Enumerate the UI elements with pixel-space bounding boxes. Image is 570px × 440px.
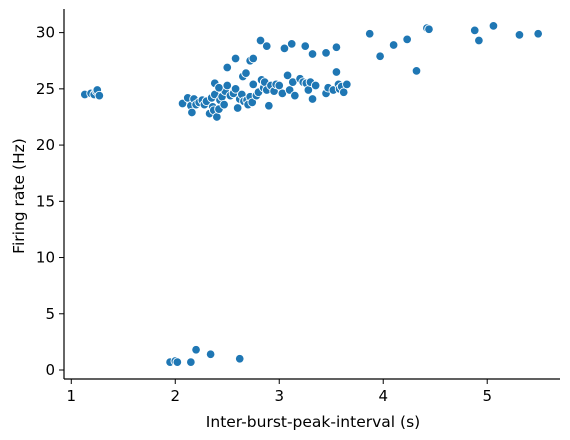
scatter-point	[212, 112, 222, 122]
scatter-point	[191, 345, 201, 355]
x-tick-label: 3	[274, 387, 284, 405]
scatter-point	[279, 43, 290, 54]
data-points	[80, 21, 543, 367]
scatter-point	[331, 67, 342, 77]
scatter-point	[222, 80, 233, 91]
scatter-point	[300, 41, 310, 51]
scatter-point	[262, 41, 272, 51]
y-tick-label: 20	[36, 136, 55, 154]
scatter-point	[248, 79, 258, 90]
y-axis-label: Firing rate (Hz)	[10, 138, 28, 254]
scatter-point	[214, 82, 224, 93]
scatter-point	[331, 42, 342, 52]
scatter-point	[321, 48, 331, 58]
scatter-point	[230, 53, 241, 64]
scatter-point	[222, 62, 233, 73]
scatter-point	[388, 40, 399, 50]
scatter-point	[94, 90, 105, 101]
y-tick-label: 30	[36, 24, 55, 42]
scatter-point	[514, 30, 525, 40]
scatter-point	[290, 90, 300, 101]
scatter-point	[402, 34, 412, 45]
scatter-point	[342, 79, 352, 90]
scatter-point	[411, 66, 422, 76]
y-tick-label: 25	[36, 80, 55, 98]
scatter-point	[375, 51, 385, 61]
scatter-point	[286, 39, 297, 49]
x-tick-label: 1	[67, 387, 77, 405]
scatter-point	[338, 87, 349, 97]
x-tick-label: 4	[378, 387, 388, 405]
scatter-point	[241, 68, 251, 78]
scatter-point	[248, 53, 258, 64]
scatter-point	[205, 349, 216, 360]
y-tick-label: 15	[36, 192, 55, 210]
scatter-point	[274, 80, 284, 91]
scatter-point	[247, 97, 257, 108]
scatter-point	[230, 84, 241, 94]
scatter-point	[488, 21, 499, 31]
scatter-point	[232, 103, 243, 113]
x-axis-ticks: 1 2 3 4 5	[67, 379, 492, 405]
y-tick-label: 0	[45, 361, 55, 379]
scatter-point	[219, 99, 229, 110]
scatter-point	[533, 28, 543, 39]
scatter-point	[282, 70, 293, 81]
scatter-point	[474, 35, 484, 46]
x-axis-label: Inter-burst-peak-interval (s)	[206, 413, 420, 431]
y-axis-ticks: 0 5 10 15 20 25 30	[36, 24, 64, 379]
scatter-point	[307, 94, 318, 104]
scatter-point	[424, 24, 434, 34]
scatter-point	[187, 107, 197, 118]
x-tick-label: 5	[482, 387, 492, 405]
scatter-point	[469, 25, 480, 36]
x-tick-label: 2	[170, 387, 180, 405]
scatter-point	[264, 100, 274, 111]
scatter-point	[172, 357, 183, 367]
scatter-point	[234, 354, 245, 364]
scatter-point	[255, 35, 266, 46]
scatter-point	[307, 49, 318, 59]
scatter-point	[310, 80, 321, 91]
y-tick-label: 5	[45, 305, 55, 323]
scatter-point	[186, 357, 196, 367]
scatter-point	[364, 28, 375, 39]
y-tick-label: 10	[36, 249, 55, 267]
